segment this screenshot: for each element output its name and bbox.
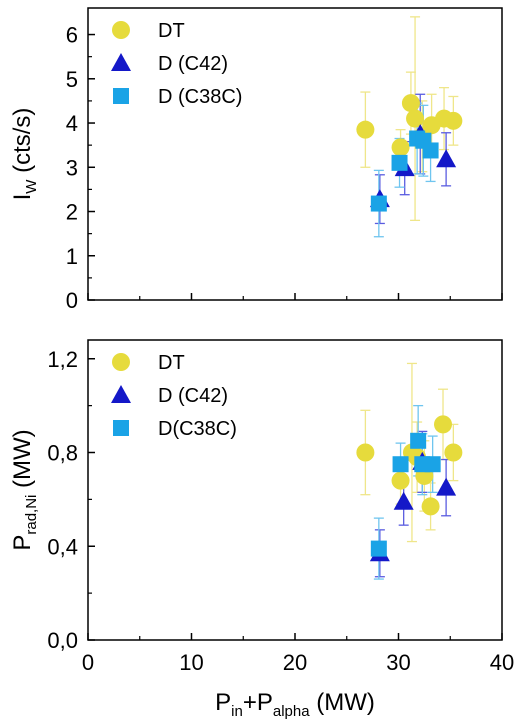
legend-marker-square (113, 88, 129, 104)
markers-top (356, 94, 463, 212)
data-point-circle (356, 120, 375, 139)
data-point-circle (444, 111, 463, 130)
plot-frame-top (87, 7, 503, 301)
data-point-triangle (393, 491, 414, 510)
markers-bottom (356, 415, 463, 562)
x-tick-label: 0 (82, 650, 94, 675)
top-panel: 0 1 2 3 4 5 6 DT D (C42) D (C38C) IW (cts/s) (9, 7, 503, 313)
data-point-square (370, 540, 387, 557)
data-point-circle (356, 443, 375, 462)
x-tick-label: 20 (283, 650, 307, 675)
data-point-square (422, 142, 439, 159)
data-point-circle (444, 443, 463, 462)
data-point-triangle (436, 477, 457, 496)
x-axis-label: Pin+Palpha (MW) (215, 689, 375, 720)
data-point-square (424, 456, 441, 473)
bottom-panel: 0,0 0,4 0,8 1,2 0 10 20 30 40 DT D (C42) D(C38C) P… (9, 339, 514, 720)
data-point-circle (391, 471, 410, 490)
y-tick-label: 6 (66, 23, 78, 48)
legend-label: D (C38C) (158, 86, 242, 108)
y-tick-label: 5 (66, 67, 78, 92)
y-tick-label: 0 (66, 288, 78, 313)
legend-top: DT D (C42) D (C38C) (111, 20, 242, 108)
y-tick-label: 4 (66, 111, 78, 136)
data-point-circle (421, 497, 440, 516)
legend-marker-square (113, 420, 129, 436)
data-point-square (391, 154, 408, 171)
legend-marker-triangle (111, 53, 131, 71)
data-point-circle (391, 138, 410, 157)
x-tick-label: 10 (179, 650, 203, 675)
y-tick-label: 2 (66, 200, 78, 225)
legend-label: DT (158, 20, 185, 42)
legend-marker-circle (112, 21, 130, 39)
y-tick-label: 3 (66, 155, 78, 180)
y-axis-label-bottom: Prad,Ni (MW) (9, 429, 40, 550)
data-point-square (392, 456, 409, 473)
legend-label: DT (158, 352, 185, 374)
legend-label: D (C42) (158, 53, 228, 75)
legend-label: D (C42) (158, 385, 228, 407)
y-tick-label: 0,8 (47, 441, 78, 466)
data-point-circle (434, 415, 453, 434)
data-point-circle (401, 94, 420, 113)
x-tick-label: 30 (386, 650, 410, 675)
y-tick-label: 1,2 (47, 347, 78, 372)
data-point-triangle (436, 149, 457, 168)
y-axis-label-top: IW (cts/s) (9, 108, 40, 201)
data-point-square (370, 195, 387, 212)
data-point-circle (406, 109, 425, 128)
x-tick-label: 40 (490, 650, 514, 675)
legend-bottom: DT D (C42) D(C38C) (111, 352, 237, 440)
legend-marker-triangle (111, 385, 131, 403)
y-tick-label: 1 (66, 244, 78, 269)
y-tick-label: 0,0 (47, 628, 78, 653)
y-tick-label: 0,4 (47, 534, 78, 559)
legend-label: D(C38C) (158, 418, 237, 440)
legend-marker-circle (112, 353, 130, 371)
data-point-square (410, 432, 427, 449)
